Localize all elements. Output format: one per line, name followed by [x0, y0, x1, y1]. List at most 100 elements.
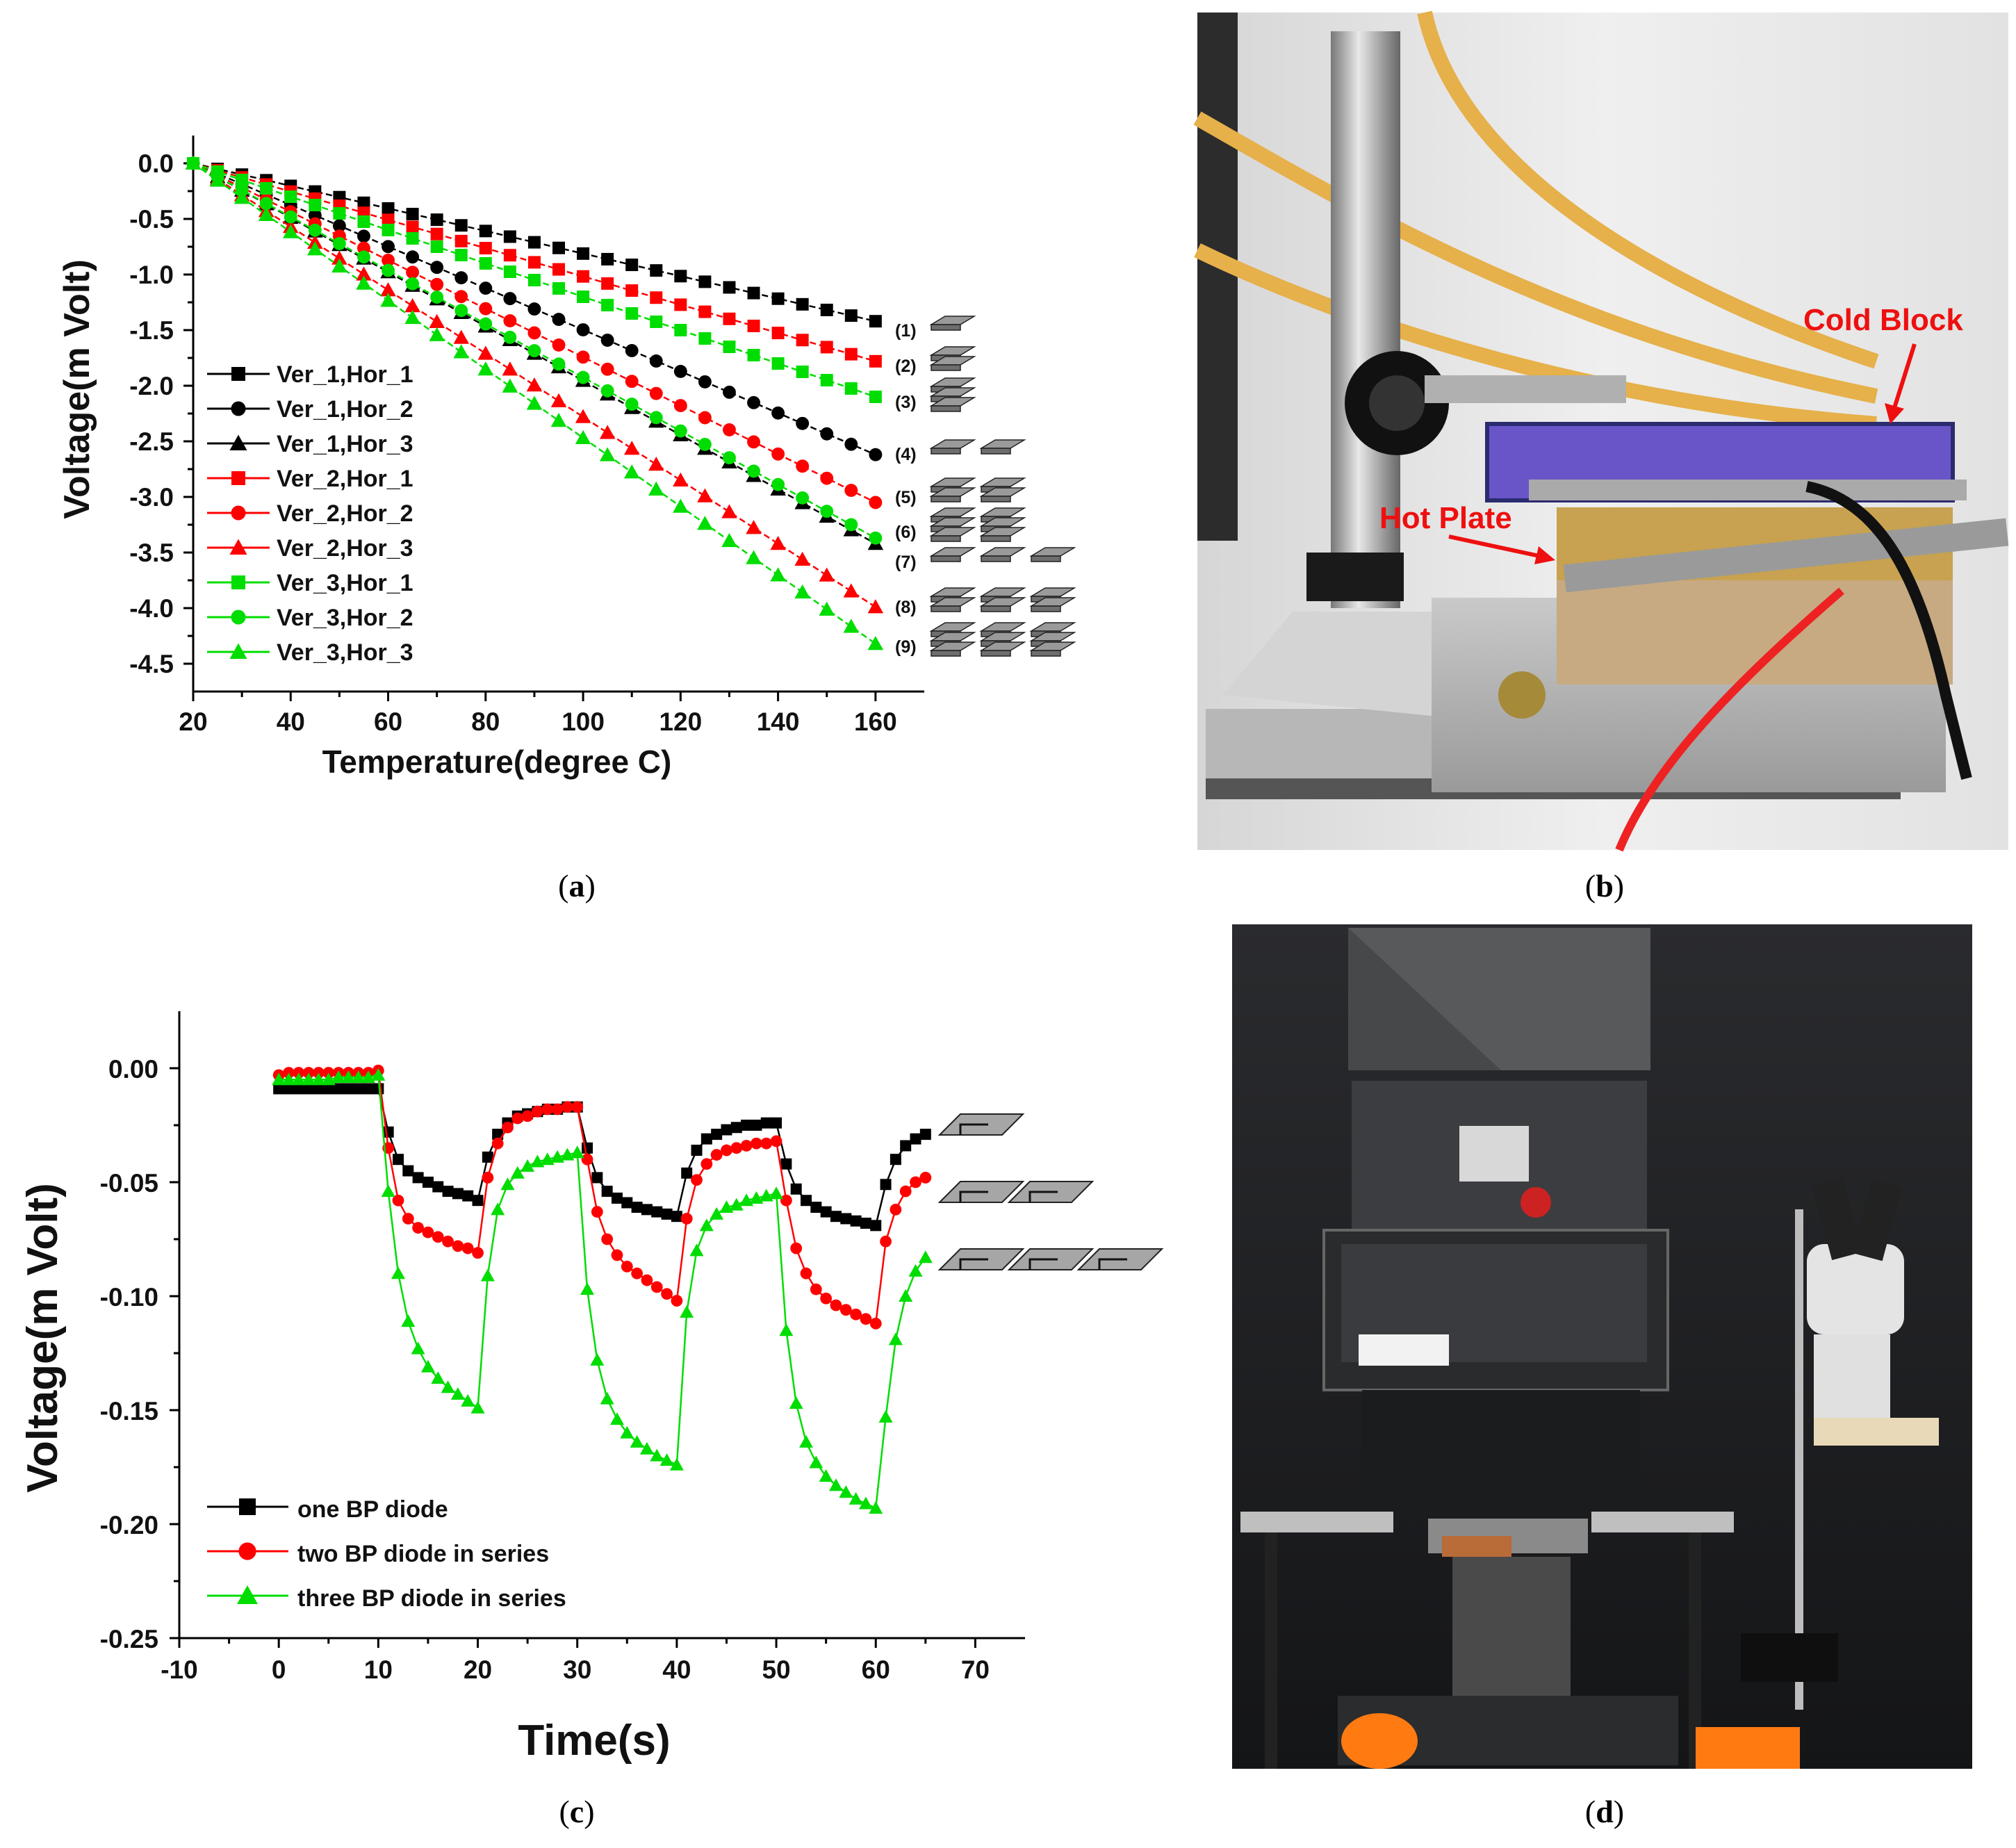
chart-c-data-point: [609, 1412, 624, 1425]
chart-a-data-point: [503, 265, 516, 278]
caption-d: (d): [1585, 1794, 1624, 1829]
chart-a-data-point: [258, 206, 274, 222]
chart-a-data-point: [454, 219, 468, 232]
chart-c-data-point: [412, 1222, 425, 1234]
chart-c-data-point: [740, 1140, 753, 1152]
chart-c-data-point: [771, 1117, 782, 1129]
chart-a-data-point: [454, 249, 468, 261]
chart-a-data-point: [844, 484, 858, 498]
chart-a-data-point: [382, 253, 395, 267]
chart-a-legend-label: Ver_2,Hor_2: [277, 500, 413, 527]
chart-c-data-point: [770, 1135, 782, 1147]
chart-c-y-tick-label: -0.15: [100, 1397, 158, 1425]
chart-a-data-point: [599, 447, 616, 461]
chart-a-index-label: (2): [895, 357, 917, 376]
chart-a-data-point: [746, 520, 762, 534]
chart-a-series-line: [192, 162, 876, 645]
chart-c-data-point: [412, 1172, 424, 1184]
chart-a-data-point: [649, 386, 663, 400]
chart-a-data-point: [430, 240, 443, 253]
chart-a-data-point: [844, 518, 858, 532]
chart-c-data-point: [461, 1393, 475, 1407]
chart-a-data-point: [796, 334, 809, 347]
chart-a-y-tick-label: -3.5: [129, 539, 174, 567]
chart-c-data-point: [681, 1167, 693, 1179]
chart-a-data-point: [332, 219, 346, 233]
chart-c-data-point: [621, 1260, 633, 1273]
chart-a-data-point: [723, 341, 736, 353]
chart-c-data-point: [870, 1220, 882, 1232]
chart-a-data-point: [477, 361, 494, 376]
chart-a-legend-label: Ver_1,Hor_3: [277, 431, 413, 457]
chart-a-data-point: [430, 213, 443, 227]
chart-a-data-point: [796, 416, 810, 430]
device-layer-side-icon: [931, 405, 961, 412]
chart-c-data-point: [910, 1176, 921, 1188]
chart-c-data-point: [571, 1101, 584, 1113]
chart-c-data-point: [532, 1105, 543, 1118]
chart-a-data-point: [209, 172, 226, 187]
chart-a-y-tick-label: -3.0: [129, 483, 174, 512]
chart-c-data-point: [878, 1409, 893, 1423]
chart-c-data-point: [918, 1250, 933, 1264]
chart-a-data-point: [308, 223, 322, 237]
chart-c-series-line: [278, 1069, 926, 1325]
chart-a-data-point: [599, 425, 616, 439]
chart-c-data-point: [919, 1129, 931, 1140]
diode-contact-icon: [959, 1123, 988, 1135]
chart-a-data-point: [284, 190, 297, 203]
chart-c-data-point: [582, 1142, 593, 1154]
chart-c-data-point: [313, 1083, 325, 1095]
chart-a-index-label: (6): [895, 523, 917, 542]
chart-a-data-point: [454, 271, 468, 285]
chart-c-data-point: [828, 1478, 843, 1491]
chart-a-data-point: [527, 256, 541, 269]
chart-a-data-point: [770, 567, 786, 582]
chart-a-data-point: [796, 297, 809, 311]
chart-c-data-point: [680, 1213, 693, 1225]
chart-a-data-point: [503, 249, 516, 262]
chart-c-data-point: [611, 1249, 623, 1261]
chart-a-data-point: [794, 551, 810, 566]
chart-c-data-point: [849, 1491, 863, 1505]
chart-a-data-point: [430, 227, 443, 240]
chart-c-data-point: [482, 1151, 493, 1163]
chart-a-y-tick-label: -2.0: [129, 372, 174, 400]
device-layer-icon: [1029, 587, 1076, 597]
chart-a-data-point: [382, 202, 395, 215]
chart-a-x-tick-label: 80: [471, 708, 500, 736]
chart-a-data-point: [649, 354, 663, 368]
chart-a-data-point: [625, 307, 639, 320]
device-layer-side-icon: [1031, 650, 1061, 657]
chart-c-data-point: [830, 1211, 842, 1223]
chart-a-data-point: [869, 315, 882, 328]
device-layer-side-icon: [981, 555, 1011, 562]
chart-a-data-point: [794, 584, 810, 599]
chart-a-data-point: [307, 241, 323, 256]
chart-c-data-point: [721, 1124, 732, 1136]
chart-a-data-point: [477, 345, 494, 360]
chart-a-index-label: (4): [895, 445, 917, 464]
chart-c-data-point: [810, 1202, 822, 1213]
chart-a-data-point: [721, 504, 737, 518]
chart-a-data-point: [526, 395, 543, 410]
chart-a-y-tick-label: -4.0: [129, 594, 174, 623]
chart-c-y-tick-label: -0.25: [100, 1625, 158, 1653]
chart-c-data-point: [551, 1103, 564, 1115]
chart-a-data-point: [382, 224, 395, 236]
chart-a-data-point: [284, 210, 297, 224]
chart-c-data-point: [591, 1206, 603, 1218]
chart-a-data-point: [382, 263, 395, 277]
chart-a-data-point: [770, 535, 786, 550]
chart-c-x-tick-label: -10: [161, 1655, 197, 1684]
chart-a-data-point: [502, 378, 518, 393]
chart-a-data-point: [697, 516, 713, 530]
chart-a-data-point: [406, 250, 420, 264]
device-layer-side-icon: [931, 364, 961, 371]
chart-c-series-line: [279, 1074, 926, 1510]
chart-c-data-point: [311, 1072, 326, 1086]
chart-c-data-point: [820, 1206, 832, 1218]
chart-a-data-point: [747, 286, 760, 300]
chart-c-data-point: [450, 1387, 465, 1400]
